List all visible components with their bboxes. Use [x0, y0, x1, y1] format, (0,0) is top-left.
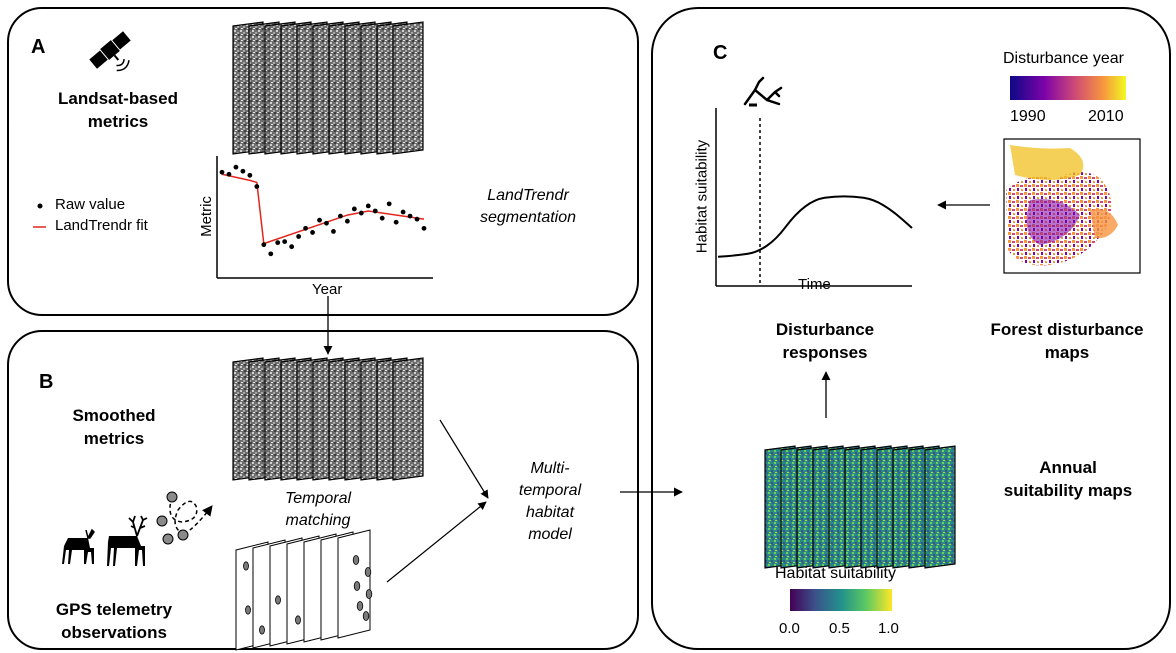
elk-icon: [107, 515, 148, 566]
forest-disturbance-map: [1003, 138, 1141, 274]
disturbance-colorbar-title: Disturbance year: [1003, 50, 1124, 67]
metric-plot: [216, 156, 433, 279]
panel-b-letter: B: [39, 371, 54, 393]
habitat-tick-1: 1.0: [878, 620, 899, 637]
landtrendr-fit-line: [221, 173, 425, 245]
habitat-colorbar: [790, 589, 892, 611]
metric-axis-label: Metric: [197, 196, 215, 237]
gps-location-dot: [245, 605, 251, 615]
raw-value-point: [344, 218, 350, 224]
raw-value-point: [379, 215, 385, 221]
disturbance-colorbar: [1010, 76, 1126, 100]
raw-value-point: [331, 229, 336, 234]
raw-value-point: [324, 220, 329, 226]
suitability-response-curve: [717, 195, 913, 258]
gps-location-dot: [259, 625, 265, 635]
panel-a-frame: [7, 7, 639, 316]
raw-value-point: [407, 213, 413, 219]
landsat-image-layer: [392, 21, 424, 155]
temporal-matching-label: Temporal matching: [284, 490, 352, 529]
habitat-colorbar-title: Habitat suitability: [775, 565, 896, 582]
habitat-tick-05: 0.5: [829, 620, 850, 637]
raw-value-point: [421, 225, 427, 231]
raw-value-point: [400, 209, 406, 215]
landtrendr-method-label: LandTrendr segmentation: [479, 187, 577, 226]
smoothed-image-stack: [232, 357, 424, 481]
suitability-curve-plot: [715, 108, 913, 287]
smoothed-metrics-title: Smoothed metrics: [72, 406, 156, 448]
raw-value-point: [351, 206, 357, 212]
raw-value-point: [219, 169, 225, 175]
suitability-map-stack: [764, 445, 956, 569]
forest-disturbance-maps-title: Forest disturbance maps: [990, 320, 1144, 362]
panel-c-frame: [651, 7, 1171, 650]
colorbar-tick-2010: 2010: [1088, 108, 1124, 125]
legend-fit-label: LandTrendr fit: [55, 217, 148, 234]
raw-value-point: [254, 184, 260, 189]
year-axis-label: Year: [312, 281, 343, 298]
raw-value-point: [338, 213, 343, 219]
raw-value-point: [372, 208, 378, 214]
time-axis-label: Time: [798, 276, 831, 293]
colorbar-tick-1990: 1990: [1010, 108, 1046, 125]
gps-location-dot: [356, 601, 364, 611]
raw-value-point: [261, 242, 267, 248]
raw-value-point: [240, 168, 246, 174]
suitability-map-layer: [924, 445, 956, 569]
gps-location-dot: [365, 589, 373, 599]
raw-value-point: [268, 251, 274, 257]
arrow-gps-to-model: [386, 501, 487, 583]
gps-track-icon: [156, 491, 212, 545]
raw-value-point: [275, 240, 281, 246]
raw-value-point: [282, 239, 288, 245]
raw-value-point: [310, 230, 315, 235]
gps-location-dot: [364, 567, 372, 577]
gps-telemetry-title: GPS telemetry observations: [55, 600, 173, 642]
raw-value-point: [358, 210, 364, 216]
panel-b-frame: [7, 330, 639, 650]
habitat-tick-0: 0.0: [779, 620, 800, 637]
panel-c-letter: C: [713, 42, 728, 64]
landsat-metrics-title: Landsat-based metrics: [58, 89, 178, 131]
gps-location-dot: [275, 595, 281, 605]
raw-value-point: [365, 203, 371, 209]
raw-value-point: [296, 234, 302, 239]
deer-icon: [62, 528, 95, 564]
raw-value-point: [386, 201, 392, 207]
raw-value-point: [317, 217, 322, 223]
gps-location-dot: [352, 555, 360, 565]
disturbance-responses-title: Disturbance responses: [775, 320, 875, 362]
gps-location-dot: [243, 561, 249, 571]
legend-raw-label: Raw value: [55, 196, 126, 213]
raw-value-point: [226, 171, 232, 177]
habitat-model-label: Multi-temporal habitat model: [518, 460, 582, 543]
raw-value-point: [303, 225, 308, 231]
gps-location-dot: [362, 611, 370, 621]
gps-observation-stack: [235, 529, 373, 651]
legend-raw-marker: [37, 203, 43, 209]
landsat-image-stack: [232, 21, 424, 155]
gps-location-dot: [295, 615, 301, 625]
raw-value-point: [233, 164, 239, 170]
smoothed-image-layer: [392, 357, 424, 481]
panel-a-letter: A: [31, 36, 46, 58]
suitability-axis-label: Habitat suitability: [693, 139, 711, 254]
annual-suitability-maps-title: Annual suitability maps: [1003, 458, 1133, 500]
arrow-smoothed-to-model: [439, 419, 489, 499]
raw-value-point: [289, 244, 295, 250]
raw-value-point: [414, 216, 420, 222]
raw-value-point: [247, 172, 253, 178]
fallen-tree-icon: [743, 76, 783, 107]
gps-location-dot: [353, 581, 361, 591]
satellite-icon: [89, 31, 131, 72]
raw-value-point: [393, 219, 399, 225]
